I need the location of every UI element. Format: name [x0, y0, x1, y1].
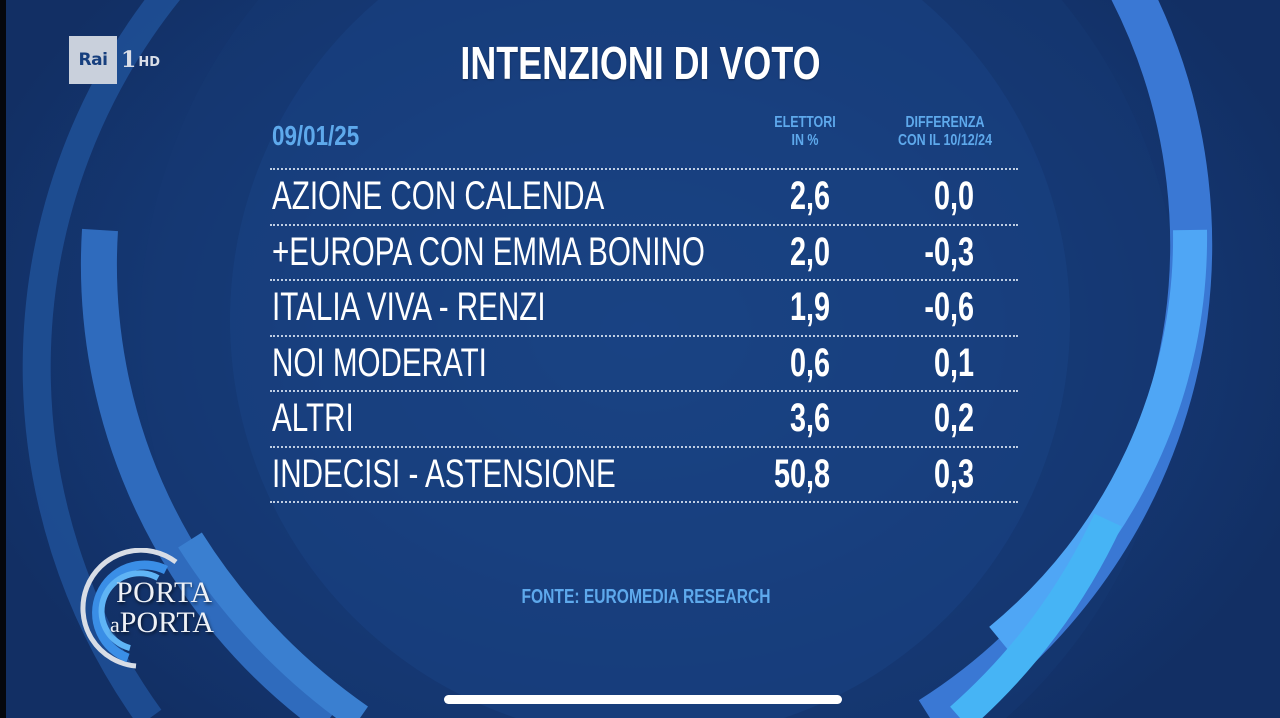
logo-line1: PORTA	[116, 576, 213, 609]
vote-difference: -0,3	[924, 229, 974, 274]
vote-difference: 0,1	[933, 340, 974, 385]
column-header-difference-line1: DIFFERENZA	[905, 114, 985, 131]
vote-percent: 50,8	[773, 451, 830, 496]
party-name: ALTRI	[272, 396, 354, 440]
vote-difference: -0,6	[924, 285, 974, 329]
vote-percent: 2,0	[789, 229, 830, 274]
porta-a-porta-wordmark: PORTA aPORTA	[110, 576, 214, 640]
vote-percent: 3,6	[789, 396, 830, 440]
column-header-difference-line2: CON IL 10/12/24	[897, 132, 993, 149]
vote-difference: 0,3	[933, 451, 974, 496]
party-name: ITALIA VIVA - RENZI	[272, 285, 546, 329]
column-header-percent-line2: IN %	[791, 132, 819, 149]
rai-1-hd-logo: Rai 1 HD	[69, 36, 160, 84]
table-row: INDECISI - ASTENSIONE 50,8 0,3	[270, 445, 1018, 503]
logo-swoosh-icon	[80, 547, 178, 669]
table-row: AZIONE CON CALENDA 2,6 0,0	[270, 168, 1018, 224]
poll-date: 09/01/25	[272, 120, 360, 151]
party-name: AZIONE CON CALENDA	[272, 174, 605, 218]
logo-line2-prefix: a	[110, 612, 120, 637]
home-indicator-bar[interactable]	[444, 695, 842, 704]
source-caption: FONTE: EUROMEDIA RESEARCH	[521, 586, 771, 608]
table-row: ALTRI 3,6 0,2	[270, 390, 1018, 446]
party-name: NOI MODERATI	[272, 340, 487, 385]
vote-difference: 0,2	[933, 396, 974, 440]
party-name: INDECISI - ASTENSIONE	[272, 451, 616, 496]
table-row: ITALIA VIVA - RENZI 1,9 -0,6	[270, 279, 1018, 335]
table-header: 09/01/25 ELETTORI IN % DIFFERENZA CON IL…	[270, 108, 1018, 168]
porta-a-porta-logo: PORTA aPORTA	[66, 547, 236, 670]
hd-badge: HD	[138, 54, 160, 70]
vote-percent: 0,6	[789, 340, 830, 385]
column-header-percent-line1: ELETTORI	[774, 114, 836, 131]
vote-difference: 0,0	[933, 174, 974, 218]
column-header-difference: DIFFERENZA CON IL 10/12/24	[871, 114, 1019, 150]
vote-percent: 2,6	[789, 174, 830, 218]
column-header-percent: ELETTORI IN %	[761, 114, 850, 150]
rai-brand-box: Rai	[69, 36, 117, 84]
screen-edge	[0, 0, 6, 718]
table-row: +EUROPA CON EMMA BONINO 2,0 -0,3	[270, 223, 1018, 280]
vote-percent: 1,9	[789, 285, 830, 329]
logo-line2-word: PORTA	[119, 606, 214, 639]
poll-table: 09/01/25 ELETTORI IN % DIFFERENZA CON IL…	[270, 108, 1018, 503]
channel-number: 1	[121, 47, 137, 73]
party-name: +EUROPA CON EMMA BONINO	[272, 229, 705, 274]
logo-line2: aPORTA	[110, 608, 214, 640]
table-row: NOI MODERATI 0,6 0,1	[270, 334, 1018, 391]
page-title: INTENZIONI DI VOTO	[460, 37, 821, 89]
